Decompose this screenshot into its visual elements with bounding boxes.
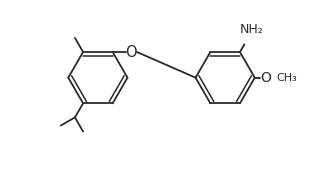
Text: NH₂: NH₂ [239, 23, 263, 36]
Text: O: O [125, 45, 136, 60]
Text: CH₃: CH₃ [276, 73, 297, 83]
Text: O: O [260, 71, 271, 85]
